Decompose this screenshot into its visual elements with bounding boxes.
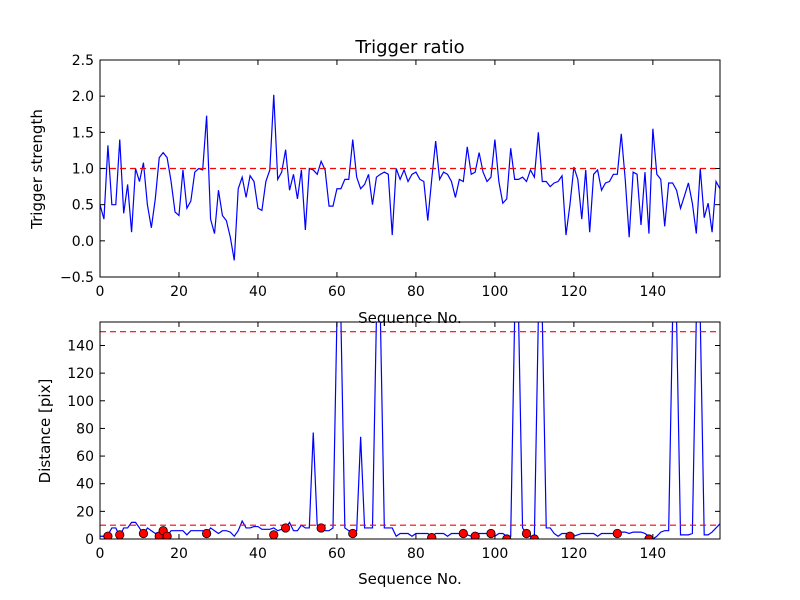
- x-tick-label: 20: [170, 546, 188, 562]
- marker-point: [115, 530, 125, 539]
- marker-point: [486, 528, 496, 539]
- x-tick-label: 0: [96, 546, 105, 562]
- x-tick-label: 120: [561, 546, 588, 562]
- y-tick-label: −0.5: [60, 270, 94, 286]
- x-tick-label: 80: [407, 546, 425, 562]
- marker-point: [269, 530, 279, 539]
- marker-point: [138, 528, 149, 539]
- x-axis-label: Sequence No.: [358, 570, 462, 588]
- x-tick-label: 20: [170, 284, 188, 300]
- y-tick-label: 120: [67, 366, 94, 382]
- y-tick-label: 0: [85, 532, 94, 548]
- marker-point: [470, 531, 480, 539]
- distance-panel: Sequence No. Distance [pix] 0 20 40 60 80 100…: [36, 321, 721, 588]
- marker-point: [202, 528, 212, 539]
- x-tick-label: 100: [482, 284, 509, 300]
- x-tick-label: 60: [328, 284, 346, 300]
- marker-point: [427, 533, 437, 539]
- y-tick-label: 80: [76, 421, 94, 437]
- series-line: [100, 322, 720, 539]
- marker-point: [348, 528, 358, 539]
- x-tick-label: 40: [249, 284, 267, 300]
- x-axis-label: Sequence No.: [358, 309, 462, 327]
- y-tick-label: 140: [67, 338, 94, 354]
- y-tick-label: 2.5: [72, 53, 94, 69]
- plot-frame: [99, 321, 721, 540]
- series-line: [100, 94, 720, 261]
- marker-point: [316, 523, 326, 533]
- marker-point: [103, 531, 113, 539]
- x-tick-label: 140: [639, 284, 666, 300]
- y-tick-label: 60: [76, 449, 94, 465]
- trigger-ratio-panel: Trigger ratio Sequence No. Trigger stren…: [28, 37, 721, 327]
- marker-point: [612, 528, 622, 539]
- y-axis-label: Distance [pix]: [36, 379, 54, 484]
- y-tick-label: 1.5: [72, 125, 94, 141]
- plot-area: [100, 322, 720, 539]
- marker-point: [521, 528, 532, 539]
- chart-title: Trigger ratio: [354, 37, 464, 58]
- marker-point: [281, 523, 291, 533]
- y-tick-label: 0.0: [72, 234, 94, 250]
- y-tick-label: 100: [67, 394, 94, 410]
- x-tick-label: 100: [482, 546, 509, 562]
- marker-point: [162, 531, 172, 539]
- y-axis-label: Trigger strength: [28, 109, 46, 230]
- x-tick-label: 140: [639, 546, 666, 562]
- plot-area: [100, 94, 720, 261]
- y-tick-label: 40: [76, 477, 94, 493]
- marker-point: [458, 528, 468, 539]
- y-tick-label: 2.0: [72, 89, 94, 105]
- x-tick-label: 80: [407, 284, 425, 300]
- x-tick-label: 40: [249, 546, 267, 562]
- x-tick-label: 60: [328, 546, 346, 562]
- y-tick-label: 20: [76, 504, 94, 520]
- x-tick-label: 0: [96, 284, 105, 300]
- y-tick-label: 1.0: [72, 162, 94, 178]
- y-tick-label: 0.5: [72, 198, 94, 214]
- x-tick-label: 120: [561, 284, 588, 300]
